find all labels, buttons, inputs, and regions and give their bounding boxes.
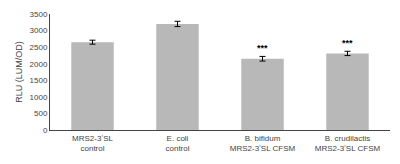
svg-text:1500: 1500: [30, 76, 48, 85]
svg-text:B. crudilactisMRS2-3ʼSL CFSM: B. crudilactisMRS2-3ʼSL CFSM: [315, 134, 381, 153]
svg-text:1000: 1000: [30, 93, 48, 102]
svg-text:0: 0: [43, 126, 48, 135]
svg-text:RLU (LUM/OD): RLU (LUM/OD): [14, 41, 24, 103]
svg-text:3000: 3000: [30, 26, 48, 35]
svg-text:***: ***: [342, 38, 353, 48]
svg-text:E. colicontrol: E. colicontrol: [165, 134, 189, 153]
svg-text:***: ***: [257, 43, 268, 53]
svg-text:2000: 2000: [30, 60, 48, 69]
svg-text:500: 500: [34, 109, 48, 118]
svg-text:MRS2-3ʼSLcontrol: MRS2-3ʼSLcontrol: [72, 134, 113, 153]
svg-text:2500: 2500: [30, 43, 48, 52]
svg-text:3500: 3500: [30, 10, 48, 19]
svg-text:B. bifidumMRS2-3ʼSL CFSM: B. bifidumMRS2-3ʼSL CFSM: [230, 134, 296, 153]
